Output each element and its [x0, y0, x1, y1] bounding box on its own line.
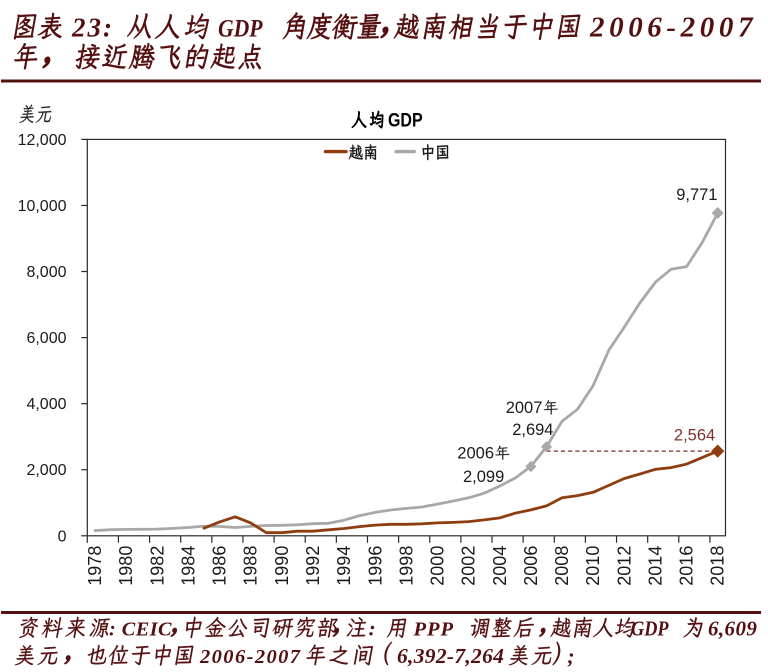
svg-text:: CEIC: : CEIC: [109, 619, 172, 641]
svg-text:2,099: 2,099: [463, 468, 504, 486]
svg-text:PPP: PPP: [413, 619, 455, 641]
svg-text:1986: 1986: [210, 546, 230, 586]
svg-text:6,000: 6,000: [26, 330, 66, 347]
svg-text:1988: 1988: [241, 546, 261, 586]
svg-text:2,564: 2,564: [674, 427, 715, 445]
svg-text:1994: 1994: [334, 546, 354, 586]
svg-text:1996: 1996: [365, 546, 385, 586]
svg-text:1978: 1978: [85, 546, 105, 586]
svg-text:1982: 1982: [147, 546, 167, 586]
svg-text:2014: 2014: [646, 546, 666, 586]
svg-text:1980: 1980: [116, 546, 136, 586]
svg-text:1992: 1992: [303, 546, 323, 586]
svg-text:2002: 2002: [459, 546, 479, 586]
svg-text::: :: [369, 617, 376, 641]
svg-text:GDP: GDP: [631, 617, 669, 641]
svg-text:1984: 1984: [179, 546, 199, 586]
svg-text:GDP: GDP: [388, 109, 423, 131]
svg-text:0: 0: [58, 528, 67, 545]
svg-text:6,609: 6,609: [708, 617, 757, 641]
svg-text:8,000: 8,000: [26, 264, 66, 281]
svg-text:2008: 2008: [552, 546, 572, 586]
svg-text:4,000: 4,000: [26, 396, 66, 413]
svg-text:2007: 2007: [506, 399, 543, 417]
svg-text:2,000: 2,000: [26, 462, 66, 479]
svg-text:10,000: 10,000: [18, 198, 67, 215]
svg-text:2006-2007: 2006-2007: [589, 12, 757, 44]
svg-text:9,771: 9,771: [676, 186, 717, 204]
svg-text:23:: 23:: [71, 13, 114, 43]
svg-text:;: ;: [567, 644, 574, 668]
svg-text:1990: 1990: [272, 546, 292, 586]
svg-text:2012: 2012: [614, 546, 634, 586]
svg-text:GDP: GDP: [218, 15, 263, 43]
svg-text:6,392-7,264: 6,392-7,264: [397, 644, 504, 668]
svg-text:2016: 2016: [677, 546, 697, 586]
svg-text:2018: 2018: [708, 546, 728, 586]
svg-text:2006: 2006: [521, 546, 541, 586]
svg-text:2006: 2006: [457, 444, 494, 462]
svg-text:1998: 1998: [396, 546, 416, 586]
svg-text:2004: 2004: [490, 546, 510, 586]
svg-text:2010: 2010: [583, 546, 603, 586]
svg-text:2006-2007: 2006-2007: [199, 646, 301, 668]
svg-text:12,000: 12,000: [18, 132, 67, 149]
svg-text:2000: 2000: [428, 546, 448, 586]
svg-text:2,694: 2,694: [512, 421, 553, 439]
